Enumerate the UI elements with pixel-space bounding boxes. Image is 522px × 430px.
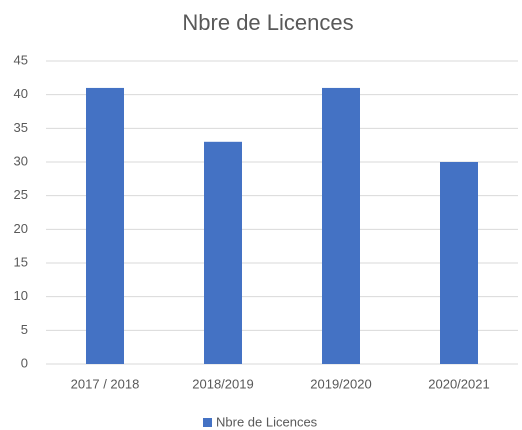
x-tick-label: 2019/2020 xyxy=(310,376,371,391)
y-tick-label: 30 xyxy=(14,153,28,168)
y-tick-label: 10 xyxy=(14,288,28,303)
bar xyxy=(322,87,360,364)
x-tick-label: 2017 / 2018 xyxy=(71,376,140,391)
legend-label: Nbre de Licences xyxy=(216,414,318,429)
bar xyxy=(204,141,242,364)
y-tick-label: 25 xyxy=(14,187,28,202)
bar xyxy=(86,87,124,364)
chart-title: Nbre de Licences xyxy=(182,10,353,35)
y-tick-label: 0 xyxy=(21,355,28,370)
y-tick-label: 20 xyxy=(14,221,28,236)
legend-swatch xyxy=(203,418,212,427)
y-tick-label: 40 xyxy=(14,86,28,101)
y-tick-label: 45 xyxy=(14,52,28,67)
y-tick-label: 15 xyxy=(14,254,28,269)
y-tick-label: 35 xyxy=(14,120,28,135)
x-tick-label: 2018/2019 xyxy=(192,376,253,391)
y-tick-label: 5 xyxy=(21,322,28,337)
bar xyxy=(440,162,478,364)
x-tick-label: 2020/2021 xyxy=(428,376,489,391)
